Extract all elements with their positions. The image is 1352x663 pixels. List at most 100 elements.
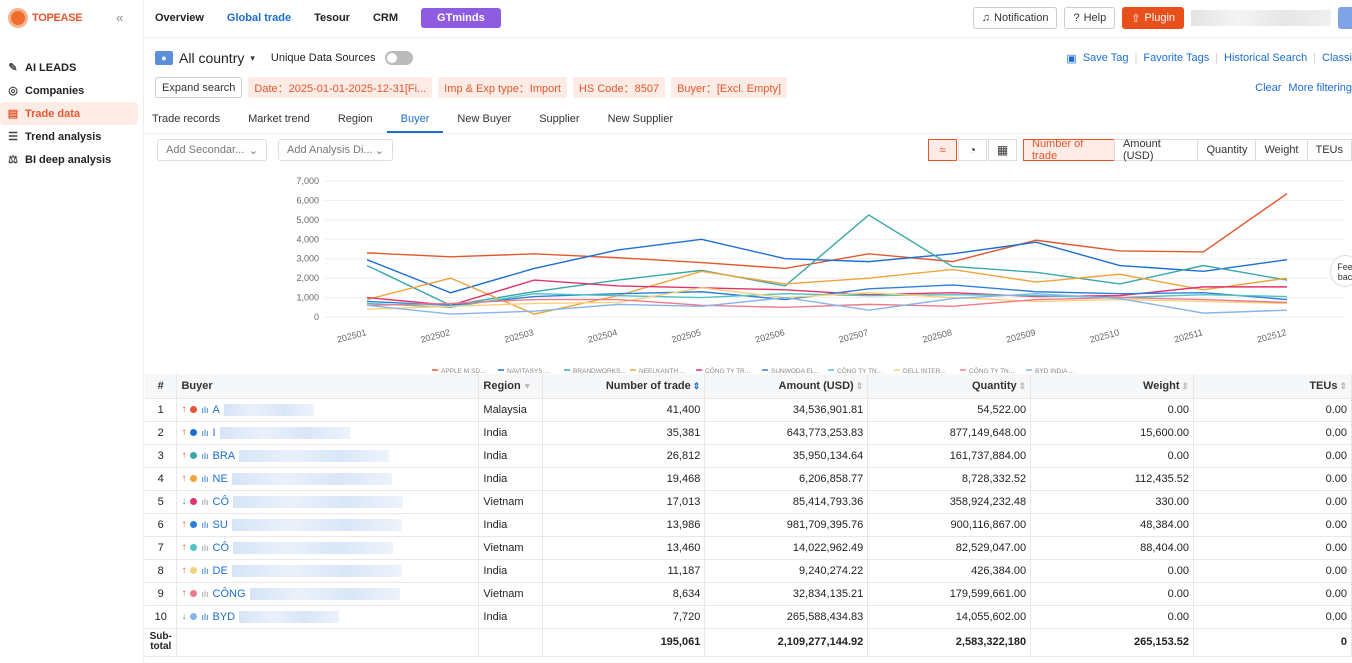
- legend-entry[interactable]: CÔNG TY TR...: [705, 366, 750, 375]
- buyer-cell[interactable]: ↑ ılı NE: [176, 467, 480, 491]
- table-row[interactable]: 6 ↑ ılı SU India 13,986 981,709,395.76 900,116,…: [145, 513, 1352, 537]
- sidebar-item-trend-analysis[interactable]: ☰ Trend analysis: [0, 125, 138, 148]
- buyer-cell[interactable]: ↑ ılı CÔNG: [176, 582, 480, 606]
- sidebar-item-companies[interactable]: ◎ Companies: [0, 79, 138, 102]
- buyer-name-link[interactable]: CÔ: [212, 495, 230, 508]
- tab-region[interactable]: Region: [337, 113, 373, 125]
- tab-new-supplier[interactable]: New Supplier: [607, 113, 673, 125]
- more-filtering-link[interactable]: More filtering: [1288, 82, 1352, 94]
- plugin-button[interactable]: ⇧ Plugin: [1122, 7, 1184, 29]
- buyer-name-link[interactable]: I: [212, 426, 216, 439]
- sidebar-item-bi-deep-analysis[interactable]: ⚖ BI deep analysis: [0, 148, 138, 171]
- clear-link[interactable]: Clear: [1255, 82, 1282, 94]
- table-row[interactable]: 1 ↑ ılı A Malaysia 41,400 34,536,901.81 54,522.…: [145, 398, 1352, 422]
- tab-supplier[interactable]: Supplier: [539, 113, 580, 125]
- sort-icon[interactable]: ⇕: [1181, 380, 1190, 391]
- historical-search-link[interactable]: Historical Search: [1224, 52, 1308, 64]
- buyer-cell[interactable]: ↓ ılı BYD: [176, 605, 480, 629]
- metric-weight[interactable]: Weight: [1255, 139, 1308, 161]
- sort-icon[interactable]: ⇕: [855, 380, 864, 391]
- buyer-cell[interactable]: ↑ ılı A: [176, 398, 480, 422]
- legend-entry[interactable]: NAVITASYS ...: [507, 368, 550, 375]
- sort-icon[interactable]: ⇕: [1018, 380, 1027, 391]
- filter-icon[interactable]: ▼: [522, 380, 532, 391]
- buyer-name-link[interactable]: CÔNG: [212, 587, 246, 600]
- expand-search-button[interactable]: Expand search: [155, 77, 243, 98]
- user-avatar[interactable]: [1338, 7, 1352, 29]
- metric-number-of-trade[interactable]: Number of trade: [1023, 138, 1115, 162]
- col-region[interactable]: Region ▼: [478, 374, 544, 399]
- col-teus[interactable]: TEUs ⇕: [1193, 374, 1352, 399]
- table-row[interactable]: 4 ↑ ılı NE India 19,468 6,206,858.77 8,728,332.…: [145, 467, 1352, 491]
- buyer-cell[interactable]: ↑ ılı BRA: [176, 444, 480, 468]
- legend-entry[interactable]: SUNWODA EL...: [771, 368, 820, 375]
- secondary-dimension-select[interactable]: Add Secondar... ⌄: [157, 139, 267, 161]
- legend-entry[interactable]: DELL INTER...: [903, 368, 946, 375]
- legend-entry[interactable]: BRANDWORKS...: [573, 368, 626, 375]
- series-line-7[interactable]: [366, 287, 1288, 310]
- table-row[interactable]: 8 ↑ ılı DE India 11,187 9,240,274.22 426,384.00…: [145, 559, 1352, 583]
- metric-teus[interactable]: TEUs: [1306, 139, 1352, 161]
- metric-amount-usd[interactable]: Amount (USD): [1113, 138, 1199, 162]
- notification-button[interactable]: ♫ Notification: [972, 7, 1058, 29]
- legend-entry[interactable]: BYD INDIA ...: [1035, 368, 1075, 375]
- sort-icon[interactable]: ⇕: [1339, 380, 1347, 391]
- table-row[interactable]: 7 ↑ ılı CÔ Vietnam 13,460 14,022,962.49 82,529,…: [145, 536, 1352, 560]
- unique-sources-toggle[interactable]: [385, 51, 414, 65]
- buyer-cell[interactable]: ↓ ılı CÔ: [176, 490, 480, 514]
- tab-trade-records[interactable]: Trade records: [152, 113, 221, 125]
- filter-chip-hscode[interactable]: HS Code：8507: [572, 77, 666, 98]
- nav-crm[interactable]: CRM: [372, 12, 399, 24]
- col-quantity[interactable]: Quantity ⇕: [867, 374, 1032, 399]
- series-line-3[interactable]: [366, 268, 1288, 315]
- col-weight[interactable]: Weight ⇕: [1030, 374, 1195, 399]
- sidebar-item-ai-leads[interactable]: ✎ AI LEADS: [0, 56, 138, 79]
- nav-tesour[interactable]: Tesour: [314, 12, 350, 24]
- line-chart-icon[interactable]: ≈: [928, 139, 957, 161]
- buyer-name-link[interactable]: NE: [212, 472, 228, 485]
- series-line-0[interactable]: [366, 193, 1288, 270]
- legend-entry[interactable]: NEELKANTH ...: [639, 368, 685, 375]
- legend-entry[interactable]: CÔNG TY TN...: [969, 366, 1014, 375]
- col-trades[interactable]: Number of trade ⇕: [542, 374, 706, 399]
- country-select[interactable]: All country: [179, 50, 245, 66]
- buyer-cell[interactable]: ↑ ılı SU: [176, 513, 480, 537]
- nav-overview[interactable]: Overview: [155, 12, 204, 24]
- nav-gtminds[interactable]: GTminds: [421, 8, 501, 28]
- classic-link[interactable]: Classi: [1322, 52, 1352, 64]
- pie-chart-icon[interactable]: ◔: [958, 139, 987, 161]
- help-button[interactable]: ? Help: [1064, 7, 1116, 29]
- feedback-button[interactable]: Fee bac: [1330, 255, 1352, 287]
- tab-buyer[interactable]: Buyer: [386, 106, 444, 133]
- sort-icon[interactable]: ⇕: [692, 380, 701, 391]
- collapse-sidebar-icon[interactable]: «: [116, 10, 124, 25]
- series-line-2[interactable]: [366, 214, 1288, 307]
- buyer-name-link[interactable]: BRA: [212, 449, 236, 462]
- buyer-name-link[interactable]: DE: [212, 564, 228, 577]
- legend-entry[interactable]: CÔNG TY TN...: [837, 366, 882, 375]
- save-tag-link[interactable]: Save Tag: [1082, 52, 1129, 64]
- series-line-8[interactable]: [366, 296, 1288, 308]
- buyer-name-link[interactable]: BYD: [212, 610, 236, 623]
- legend-entry[interactable]: APPLE M SD...: [441, 368, 486, 375]
- filter-chip-date[interactable]: Date：2025-01-01-2025-12-31[Fi...: [248, 77, 433, 98]
- filter-chip-type[interactable]: Imp & Exp type：Import: [438, 77, 567, 98]
- table-row[interactable]: 5 ↓ ılı CÔ Vietnam 17,013 85,414,793.36 358,924…: [145, 490, 1352, 514]
- table-row[interactable]: 9 ↑ ılı CÔNG Vietnam 8,634 32,834,135.21 179,59…: [145, 582, 1352, 606]
- table-row[interactable]: 10 ↓ ılı BYD India 7,720 265,588,434.83 14,055,…: [145, 605, 1352, 629]
- tab-new-buyer[interactable]: New Buyer: [457, 113, 512, 125]
- chevron-down-icon[interactable]: ▾: [250, 52, 255, 63]
- buyer-name-link[interactable]: SU: [212, 518, 228, 531]
- buyer-cell[interactable]: ↑ ılı I: [176, 421, 480, 445]
- analysis-dimension-select[interactable]: Add Analysis Di... ⌄: [278, 139, 393, 161]
- tab-market-trend[interactable]: Market trend: [248, 113, 310, 125]
- nav-global-trade[interactable]: Global trade: [226, 12, 292, 24]
- filter-chip-buyer[interactable]: Buyer：[Excl. Empty]: [671, 77, 788, 98]
- buyer-name-link[interactable]: A: [212, 403, 220, 416]
- brand-logo[interactable]: TOPEASE: [8, 8, 83, 28]
- buyer-cell[interactable]: ↑ ılı DE: [176, 559, 480, 583]
- favorite-tags-link[interactable]: Favorite Tags: [1143, 52, 1210, 64]
- sidebar-item-trade-data[interactable]: ▤ Trade data: [0, 102, 138, 125]
- table-row[interactable]: 2 ↑ ılı I India 35,381 643,773,253.83 877,149,6…: [145, 421, 1352, 445]
- buyer-name-link[interactable]: CÔ: [212, 541, 230, 554]
